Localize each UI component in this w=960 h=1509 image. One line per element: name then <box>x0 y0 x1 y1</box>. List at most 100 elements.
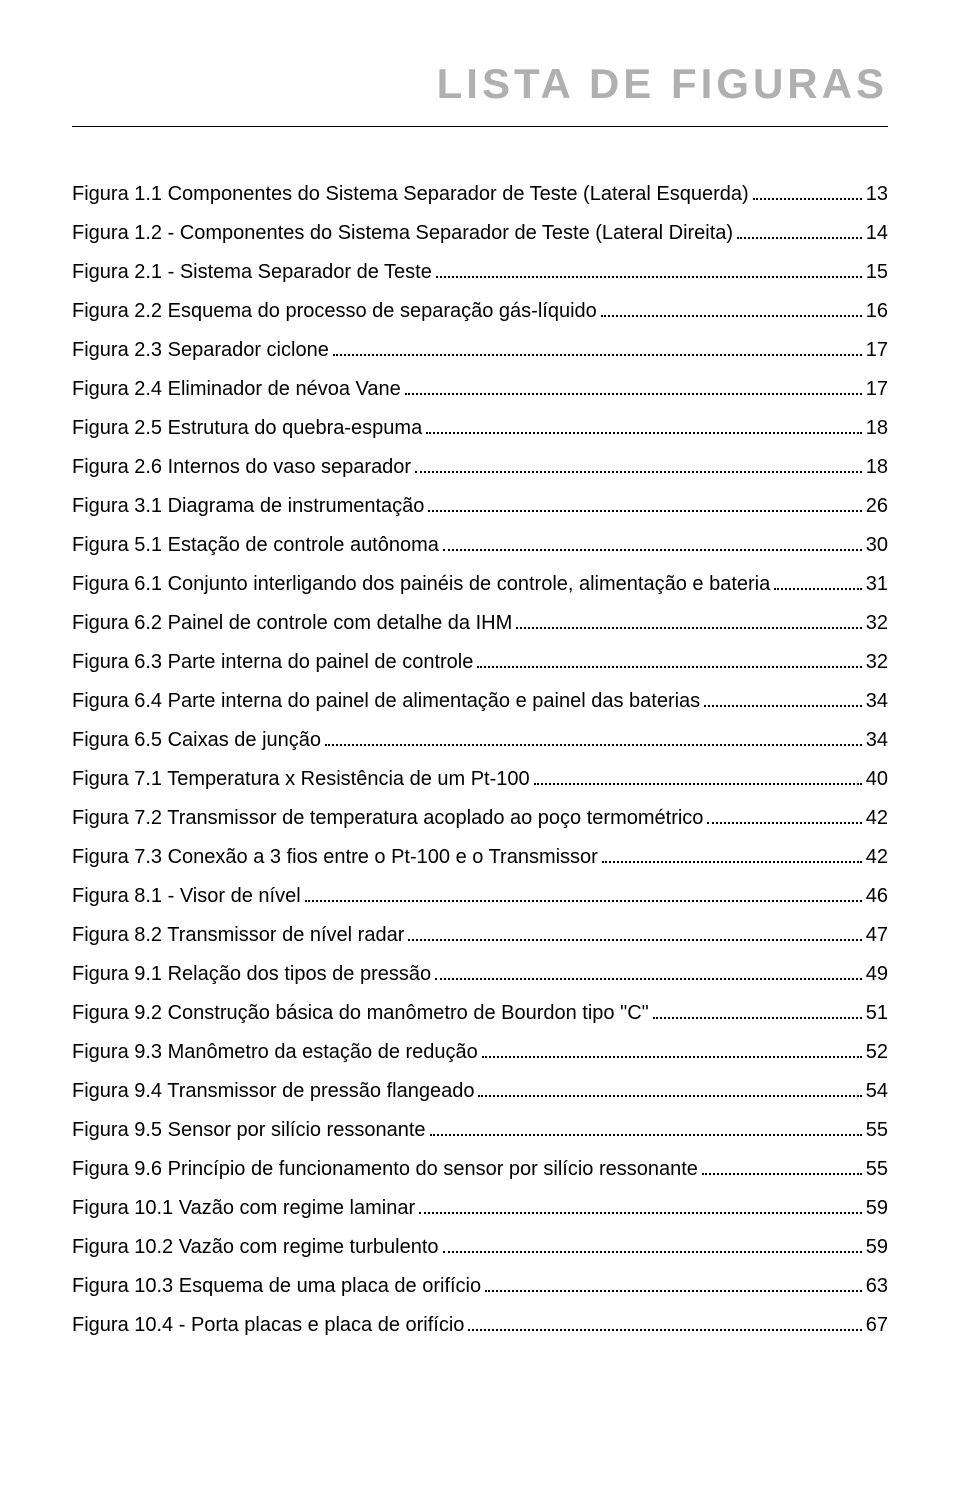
toc-leader-dots <box>478 1082 861 1097</box>
toc-entry-page: 52 <box>866 1033 888 1072</box>
toc-leader-dots <box>333 341 862 356</box>
toc-entry: Figura 10.3 Esquema de uma placa de orif… <box>72 1267 888 1306</box>
toc-entry-label: Figura 10.1 Vazão com regime laminar <box>72 1189 415 1228</box>
toc-entry-label: Figura 9.4 Transmissor de pressão flange… <box>72 1072 474 1111</box>
toc-entry-label: Figura 10.4 - Porta placas e placa de or… <box>72 1306 464 1345</box>
toc-entry-label: Figura 7.1 Temperatura x Resistência de … <box>72 760 530 799</box>
toc-entry: Figura 6.4 Parte interna do painel de al… <box>72 682 888 721</box>
toc-entry: Figura 7.2 Transmissor de temperatura ac… <box>72 799 888 838</box>
toc-leader-dots <box>653 1004 862 1019</box>
toc-entry-page: 30 <box>866 526 888 565</box>
toc-leader-dots <box>516 614 862 629</box>
toc-leader-dots <box>482 1043 862 1058</box>
toc-entry-page: 18 <box>866 448 888 487</box>
toc-entry-page: 47 <box>866 916 888 955</box>
toc-entry-label: Figura 10.3 Esquema de uma placa de orif… <box>72 1267 481 1306</box>
page-title: LISTA DE FIGURAS <box>72 60 888 108</box>
toc-entry-page: 16 <box>866 292 888 331</box>
toc-entry: Figura 9.2 Construção básica do manômetr… <box>72 994 888 1033</box>
toc-entry: Figura 9.5 Sensor por silício ressonante… <box>72 1111 888 1150</box>
toc-entry: Figura 7.1 Temperatura x Resistência de … <box>72 760 888 799</box>
toc-entry-label: Figura 8.1 - Visor de nível <box>72 877 301 916</box>
toc-entry-label: Figura 6.3 Parte interna do painel de co… <box>72 643 473 682</box>
toc-entry: Figura 1.2 - Componentes do Sistema Sepa… <box>72 214 888 253</box>
toc-entry: Figura 6.5 Caixas de junção34 <box>72 721 888 760</box>
toc-entry-page: 63 <box>866 1267 888 1306</box>
toc-entry: Figura 3.1 Diagrama de instrumentação26 <box>72 487 888 526</box>
toc-entry-label: Figura 9.1 Relação dos tipos de pressão <box>72 955 431 994</box>
toc-entry-label: Figura 2.3 Separador ciclone <box>72 331 329 370</box>
toc-entry-label: Figura 7.3 Conexão a 3 fios entre o Pt-1… <box>72 838 598 877</box>
toc-leader-dots <box>704 692 862 707</box>
toc-entry-label: Figura 6.1 Conjunto interligando dos pai… <box>72 565 770 604</box>
toc-entry-page: 14 <box>866 214 888 253</box>
toc-entry-page: 31 <box>866 565 888 604</box>
toc-leader-dots <box>426 419 862 434</box>
toc-entry-label: Figura 2.2 Esquema do processo de separa… <box>72 292 597 331</box>
toc-entry: Figura 8.1 - Visor de nível 46 <box>72 877 888 916</box>
toc-leader-dots <box>305 887 862 902</box>
toc-entry: Figura 9.6 Princípio de funcionamento do… <box>72 1150 888 1189</box>
toc-entry-page: 59 <box>866 1189 888 1228</box>
toc-entry-page: 34 <box>866 682 888 721</box>
toc-entry-page: 17 <box>866 370 888 409</box>
toc-leader-dots <box>468 1316 861 1331</box>
toc-leader-dots <box>601 302 862 317</box>
toc-entry-label: Figura 9.5 Sensor por silício ressonante <box>72 1111 426 1150</box>
toc-entry: Figura 1.1 Componentes do Sistema Separa… <box>72 175 888 214</box>
toc-entry-label: Figura 2.6 Internos do vaso separador <box>72 448 411 487</box>
toc-entry: Figura 9.3 Manômetro da estação de reduç… <box>72 1033 888 1072</box>
toc-entry-label: Figura 1.1 Componentes do Sistema Separa… <box>72 175 749 214</box>
toc-entry: Figura 2.6 Internos do vaso separador 18 <box>72 448 888 487</box>
toc-entry-label: Figura 2.5 Estrutura do quebra-espuma <box>72 409 422 448</box>
toc-entry-page: 17 <box>866 331 888 370</box>
toc-entry-page: 26 <box>866 487 888 526</box>
toc-entry: Figura 2.1 - Sistema Separador de Teste1… <box>72 253 888 292</box>
toc-entry-label: Figura 9.3 Manômetro da estação de reduç… <box>72 1033 478 1072</box>
toc-entry: Figura 9.1 Relação dos tipos de pressão4… <box>72 955 888 994</box>
toc-entry-label: Figura 8.2 Transmissor de nível radar <box>72 916 404 955</box>
toc-entry-label: Figura 5.1 Estação de controle autônoma <box>72 526 439 565</box>
toc-entry: Figura 2.4 Eliminador de névoa Vane 17 <box>72 370 888 409</box>
toc-entry-page: 55 <box>866 1111 888 1150</box>
toc-entry-label: Figura 1.2 - Componentes do Sistema Sepa… <box>72 214 733 253</box>
toc-leader-dots <box>477 653 861 668</box>
title-rule <box>72 126 888 127</box>
toc-leader-dots <box>430 1121 862 1136</box>
toc-leader-dots <box>325 731 862 746</box>
toc-entry: Figura 10.1 Vazão com regime laminar 59 <box>72 1189 888 1228</box>
toc-leader-dots <box>405 380 862 395</box>
toc-entry: Figura 7.3 Conexão a 3 fios entre o Pt-1… <box>72 838 888 877</box>
toc-leader-dots <box>774 575 862 590</box>
toc-entry-label: Figura 2.4 Eliminador de névoa Vane <box>72 370 401 409</box>
toc-leader-dots <box>602 848 862 863</box>
toc-entry-page: 67 <box>866 1306 888 1345</box>
toc-leader-dots <box>707 809 861 824</box>
toc-leader-dots <box>702 1160 862 1175</box>
toc-entry: Figura 2.2 Esquema do processo de separa… <box>72 292 888 331</box>
toc-entry: Figura 6.2 Painel de controle com detalh… <box>72 604 888 643</box>
toc-entry: Figura 9.4 Transmissor de pressão flange… <box>72 1072 888 1111</box>
toc-entry-page: 59 <box>866 1228 888 1267</box>
toc-entry: Figura 6.3 Parte interna do painel de co… <box>72 643 888 682</box>
toc-entry-page: 34 <box>866 721 888 760</box>
toc-leader-dots <box>436 263 862 278</box>
toc-entry-page: 40 <box>866 760 888 799</box>
toc-entry-page: 13 <box>866 175 888 214</box>
toc-leader-dots <box>415 458 862 473</box>
toc-entry-label: Figura 6.4 Parte interna do painel de al… <box>72 682 700 721</box>
toc-leader-dots <box>428 497 861 512</box>
toc-entry-label: Figura 9.6 Princípio de funcionamento do… <box>72 1150 698 1189</box>
toc-leader-dots <box>408 926 861 941</box>
toc-leader-dots <box>485 1277 862 1292</box>
toc-entry-label: Figura 7.2 Transmissor de temperatura ac… <box>72 799 703 838</box>
toc-entry-page: 51 <box>866 994 888 1033</box>
toc-entry: Figura 2.5 Estrutura do quebra-espuma18 <box>72 409 888 448</box>
toc-entry-page: 42 <box>866 838 888 877</box>
toc-entry-label: Figura 10.2 Vazão com regime turbulento <box>72 1228 439 1267</box>
figure-list: Figura 1.1 Componentes do Sistema Separa… <box>72 175 888 1345</box>
toc-entry-page: 54 <box>866 1072 888 1111</box>
toc-entry-page: 32 <box>866 604 888 643</box>
toc-entry-page: 46 <box>866 877 888 916</box>
toc-entry-page: 15 <box>866 253 888 292</box>
